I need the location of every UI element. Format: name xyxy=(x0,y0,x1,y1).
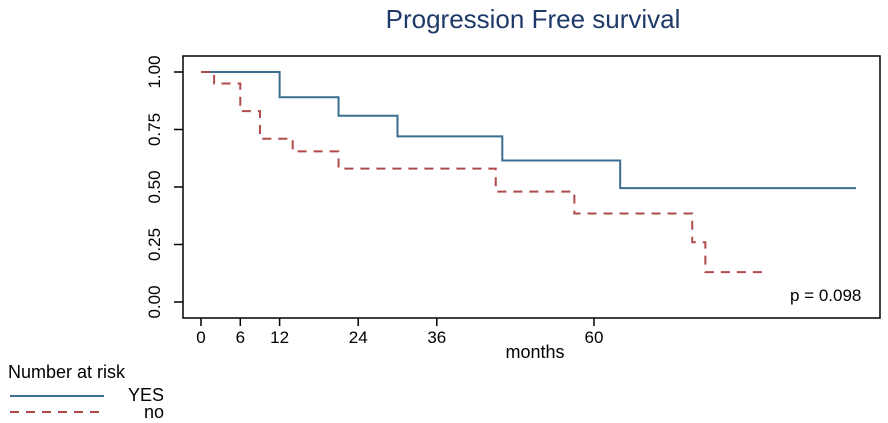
legend-label-yes: YES xyxy=(128,385,164,405)
series-layer xyxy=(201,71,856,274)
p-value-annotation: p = 0.098 xyxy=(790,286,861,305)
x-tick-label: 12 xyxy=(270,328,289,347)
y-tick-label: 0.75 xyxy=(145,113,164,146)
plot-frame xyxy=(182,55,881,319)
x-tick-label: 24 xyxy=(349,328,368,347)
chart-title: Progression Free survival xyxy=(386,4,681,34)
y-axis: 0.00 0.25 0.50 0.75 1.00 xyxy=(145,55,183,319)
x-tick-label: 0 xyxy=(196,328,205,347)
x-tick-label: 6 xyxy=(236,328,245,347)
x-tick-label: 60 xyxy=(585,328,604,347)
x-tick-label: 36 xyxy=(427,328,446,347)
series-line-no xyxy=(201,71,765,274)
x-axis-label: months xyxy=(505,342,564,362)
y-tick-label: 0.00 xyxy=(145,285,164,318)
legend: Number at risk YES no xyxy=(8,362,164,422)
y-tick-label: 1.00 xyxy=(145,55,164,88)
y-tick-label: 0.25 xyxy=(145,228,164,261)
y-tick-label: 0.50 xyxy=(145,170,164,203)
legend-label-no: no xyxy=(144,402,164,422)
series-line-yes xyxy=(201,71,856,190)
x-axis: 0 6 12 24 36 60 xyxy=(196,318,603,347)
legend-title: Number at risk xyxy=(8,362,126,382)
